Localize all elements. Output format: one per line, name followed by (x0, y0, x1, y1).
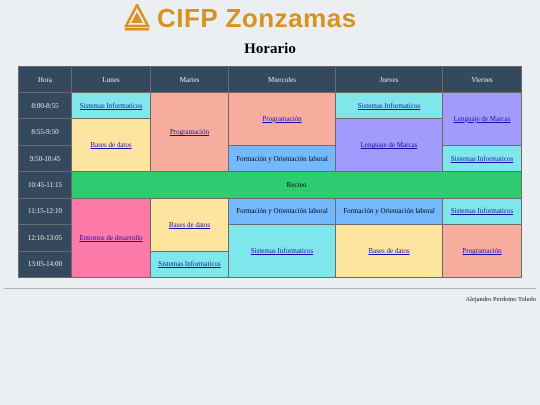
column-header-jueves: Jueves (336, 67, 442, 92)
schedule-table: Hora Lunes Martes Miercoles Jueves Viern… (18, 66, 522, 278)
subject-link[interactable]: Programación (262, 114, 302, 123)
subject-link[interactable]: Sistemas Informaticos (250, 247, 314, 256)
hour-cell: 11:15-12:10 (19, 198, 71, 225)
subject-link[interactable]: Sistemas Informaticos (357, 101, 421, 110)
hour-cell: 13:05-14:00 (19, 251, 71, 277)
hour-cell: 9:50-10:45 (19, 145, 71, 172)
class-cell: Entornos de desarrollo (72, 198, 150, 277)
brand-name: CIFP Zonzamas (157, 3, 357, 33)
class-cell: Sistemas Informaticos (443, 198, 521, 225)
subject-link[interactable]: Entornos de desarrollo (79, 233, 143, 242)
class-cell: Lenguaje de Marcas (336, 119, 442, 172)
page-title: Horario (244, 41, 296, 57)
column-header-hora: Hora (19, 67, 71, 92)
table-row: 8:55-9:50 Bases de datos Lenguaje de Mar… (19, 119, 521, 172)
table-row: 8:00-8:55 Sistemas Informaticos Programa… (19, 93, 521, 172)
table-row: 11:15-12:10 Entornos de desarrollo Bases… (19, 198, 521, 277)
footer-author: Alejandro Perdomo Toledo (465, 296, 536, 303)
subject-link[interactable]: Lenguaje de Marcas (453, 114, 511, 123)
subject-link[interactable]: Programación (169, 128, 210, 137)
class-cell: Programación (443, 225, 521, 277)
subject-link[interactable]: Bases de datos (368, 247, 410, 256)
table-header-row: Hora Lunes Martes Miercoles Jueves Viern… (19, 67, 521, 92)
class-cell: Formación y Orientación laboral (229, 145, 335, 172)
class-cell: Programación (229, 93, 335, 145)
subject-link[interactable]: Bases de datos (168, 220, 211, 229)
subject-link[interactable]: Sistemas Informaticos (450, 207, 514, 216)
class-cell: Sistemas Informaticos (151, 251, 228, 277)
cifp-logo-icon (123, 4, 151, 31)
column-header-lunes: Lunes (72, 67, 150, 92)
class-cell: Bases de datos (336, 225, 442, 277)
class-cell: Bases de datos (72, 119, 150, 172)
subject-link[interactable]: Bases de datos (90, 141, 132, 150)
class-cell: Programación (151, 93, 228, 172)
column-header-miercoles: Miercoles (229, 67, 335, 92)
column-header-viernes: Viernes (443, 67, 521, 92)
hour-cell: 10:45-11:15 (19, 172, 71, 198)
class-cell: Bases de datos (151, 198, 228, 251)
table-row: 10:45-11:15 Recreo (19, 172, 521, 198)
class-cell: Sistemas Informaticos (443, 145, 521, 172)
site-header: CIFP Zonzamas (0, 0, 540, 40)
table-row: 12:10-13:05 Sistemas Informaticos Bases … (19, 225, 521, 277)
subject-link[interactable]: Sistemas Informaticos (79, 101, 143, 110)
table-row: 13:05-14:00 Sistemas Informaticos (19, 251, 521, 277)
column-header-martes: Martes (151, 67, 228, 92)
table-row: 9:50-10:45 Formación y Orientación labor… (19, 145, 521, 172)
class-cell: Sistemas Informaticos (336, 93, 442, 119)
class-cell: Formación y Orientación laboral (336, 198, 442, 225)
hour-cell: 8:00-8:55 (19, 93, 71, 119)
subject-link[interactable]: Sistemas Informaticos (450, 154, 514, 163)
class-cell: Sistemas Informaticos (229, 225, 335, 277)
subject-link[interactable]: Programación (462, 247, 502, 256)
footer-divider (4, 288, 536, 289)
break-cell: Recreo (72, 172, 521, 198)
subject-link[interactable]: Lenguaje de Marcas (360, 141, 418, 150)
class-cell: Sistemas Informaticos (72, 93, 150, 119)
class-cell: Formación y Orientación laboral (229, 198, 335, 225)
hour-cell: 8:55-9:50 (19, 119, 71, 145)
class-cell: Lenguaje de Marcas (443, 93, 521, 145)
hour-cell: 12:10-13:05 (19, 225, 71, 251)
subject-link[interactable]: Sistemas Informaticos (158, 260, 221, 269)
